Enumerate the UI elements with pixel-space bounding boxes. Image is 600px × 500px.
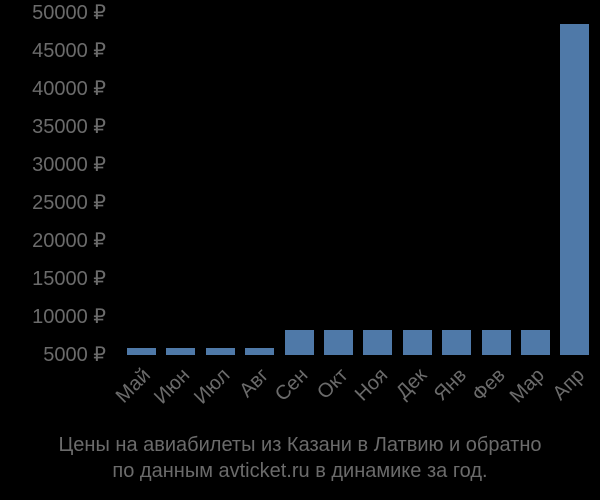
bar-7 bbox=[402, 329, 432, 355]
bar-5 bbox=[324, 329, 353, 355]
x-tick-label: Янв bbox=[429, 364, 471, 406]
x-tick-label: Ноя bbox=[350, 364, 392, 406]
bar-11 bbox=[560, 23, 590, 355]
y-tick-label: 20000 ₽ bbox=[32, 230, 106, 252]
y-tick-label: 40000 ₽ bbox=[32, 78, 106, 100]
bar-10 bbox=[521, 329, 550, 355]
y-tick-label: 25000 ₽ bbox=[32, 192, 106, 214]
y-tick-label: 50000 ₽ bbox=[32, 2, 106, 24]
bar-4 bbox=[284, 329, 314, 355]
y-tick-label: 5000 ₽ bbox=[43, 344, 106, 366]
y-tick-label: 45000 ₽ bbox=[32, 40, 106, 62]
x-tick-label: Фев bbox=[468, 364, 510, 406]
x-tick-label: Сен bbox=[271, 364, 313, 406]
bar-8 bbox=[442, 329, 472, 355]
x-tick-label: Июн bbox=[150, 364, 195, 409]
bar-1 bbox=[166, 348, 196, 355]
chart-caption-line-1: Цены на авиабилеты из Казани в Латвию и … bbox=[58, 434, 542, 456]
chart-caption-line-2: по данным avticket.ru в динамике за год. bbox=[112, 460, 488, 482]
x-tick-label: Мар bbox=[506, 364, 550, 408]
x-tick-label: Июл bbox=[189, 364, 235, 409]
x-tick-label: Май bbox=[112, 364, 156, 408]
bar-6 bbox=[363, 329, 393, 355]
bar-9 bbox=[481, 329, 511, 355]
y-tick-label: 35000 ₽ bbox=[32, 116, 106, 138]
x-tick-label: Дек bbox=[391, 364, 432, 404]
y-tick-label: 30000 ₽ bbox=[32, 154, 106, 176]
x-tick-label: Апр bbox=[548, 364, 589, 405]
y-tick-label: 15000 ₽ bbox=[32, 268, 106, 290]
y-tick-label: 10000 ₽ bbox=[32, 306, 106, 328]
bar-3 bbox=[245, 348, 275, 355]
bar-2 bbox=[205, 348, 235, 355]
x-tick-label: Авг bbox=[235, 364, 274, 402]
bar-0 bbox=[127, 348, 156, 355]
x-tick-label: Окт bbox=[312, 364, 353, 404]
